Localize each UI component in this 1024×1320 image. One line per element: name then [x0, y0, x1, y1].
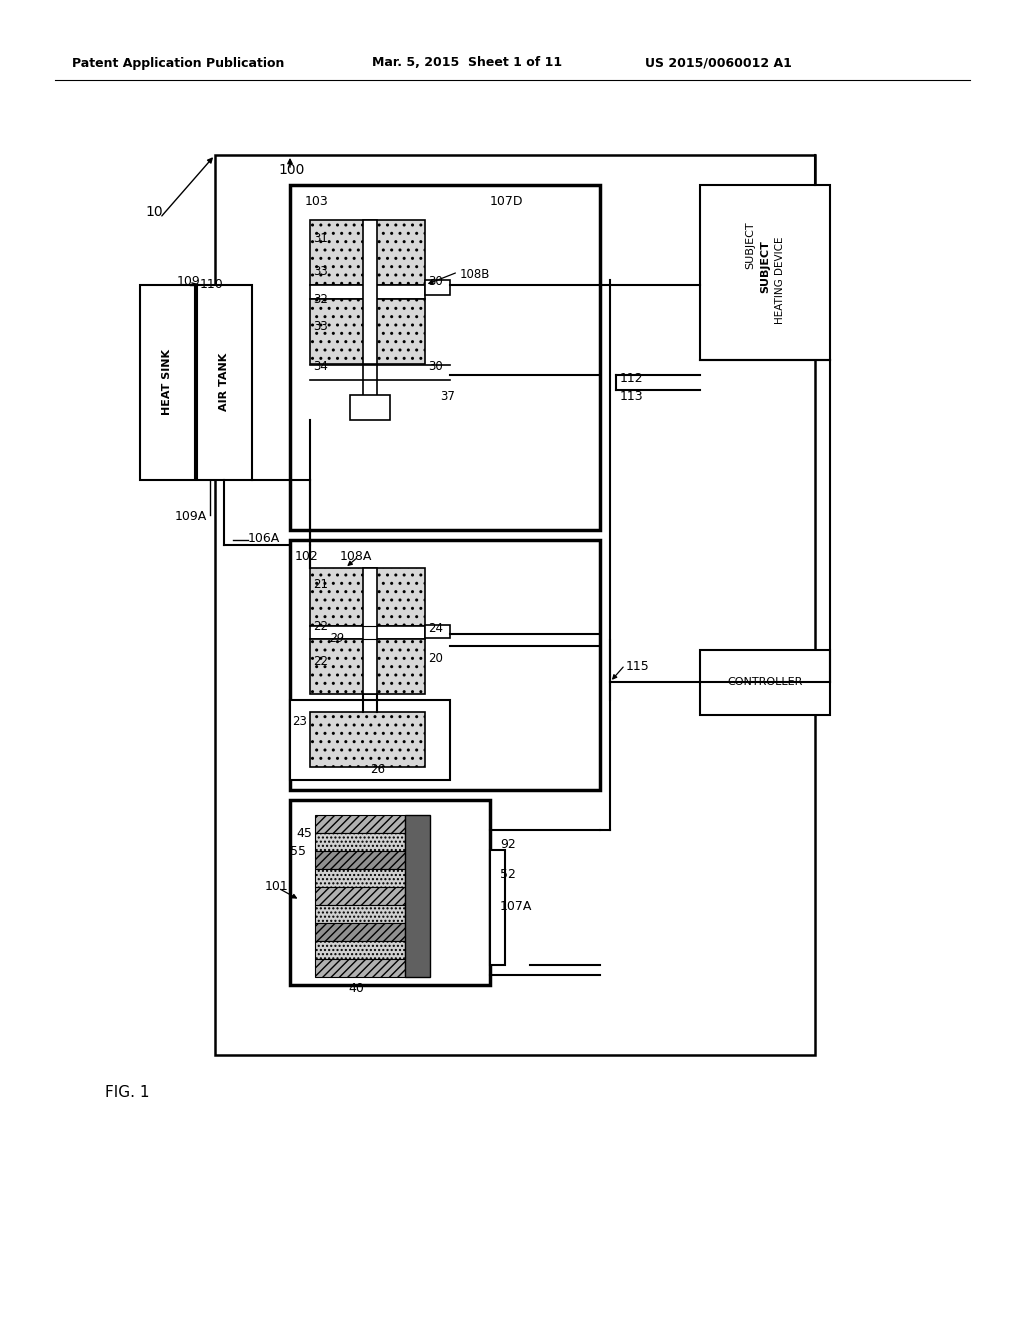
Text: 26: 26	[370, 763, 385, 776]
Bar	[425, 280, 450, 294]
Bar	[315, 960, 406, 977]
Text: 45: 45	[296, 828, 312, 840]
Bar	[350, 395, 390, 420]
Bar	[315, 814, 406, 833]
Bar	[490, 850, 505, 965]
Text: HEATING DEVICE: HEATING DEVICE	[775, 236, 785, 323]
Text: 22: 22	[313, 620, 328, 634]
Text: 30: 30	[428, 360, 442, 374]
Bar	[310, 220, 425, 285]
Bar	[425, 624, 450, 638]
Text: 113: 113	[620, 389, 644, 403]
Bar	[315, 941, 406, 960]
Text: 30: 30	[428, 275, 442, 288]
Text: 24: 24	[428, 622, 443, 635]
Text: 101: 101	[265, 880, 289, 894]
Text: 107A: 107A	[500, 900, 532, 913]
Text: 22: 22	[313, 655, 328, 668]
Bar	[310, 285, 425, 300]
Bar	[315, 851, 406, 869]
Text: 31: 31	[313, 232, 328, 246]
Text: 10: 10	[145, 205, 163, 219]
Text: 92: 92	[500, 838, 516, 851]
Text: 29: 29	[330, 632, 345, 645]
Text: 108B: 108B	[460, 268, 490, 281]
Text: 20: 20	[428, 652, 442, 665]
Text: 33: 33	[313, 265, 328, 279]
Text: 55: 55	[290, 845, 306, 858]
Text: 40: 40	[348, 982, 364, 995]
Bar	[290, 800, 490, 985]
Text: 102: 102	[295, 550, 318, 564]
Bar	[315, 887, 406, 906]
Bar	[315, 923, 406, 941]
Text: 115: 115	[626, 660, 650, 673]
Text: Patent Application Publication: Patent Application Publication	[72, 57, 285, 70]
Text: 108A: 108A	[340, 550, 373, 564]
Bar	[310, 711, 425, 767]
Bar	[310, 568, 425, 626]
Text: 52: 52	[500, 869, 516, 880]
Bar	[197, 285, 252, 480]
Text: 100: 100	[278, 162, 304, 177]
Text: 109A: 109A	[175, 510, 207, 523]
Bar	[310, 300, 425, 364]
Bar	[290, 540, 600, 789]
Bar	[362, 220, 377, 364]
Text: 103: 103	[305, 195, 329, 209]
Text: Mar. 5, 2015  Sheet 1 of 11: Mar. 5, 2015 Sheet 1 of 11	[372, 57, 562, 70]
Text: US 2015/0060012 A1: US 2015/0060012 A1	[645, 57, 792, 70]
Text: 106A: 106A	[248, 532, 281, 545]
Bar	[290, 700, 450, 780]
Bar	[315, 833, 406, 851]
Bar	[315, 906, 406, 923]
Bar	[140, 285, 195, 480]
Bar	[315, 869, 406, 887]
Bar	[310, 626, 425, 639]
Text: 21: 21	[313, 578, 328, 591]
Text: SUBJECT: SUBJECT	[745, 222, 755, 269]
Text: 110: 110	[200, 279, 224, 290]
Text: 107D: 107D	[490, 195, 523, 209]
Text: 109: 109	[177, 275, 201, 288]
Bar	[362, 568, 377, 694]
Bar	[700, 185, 830, 360]
Text: HEAT SINK: HEAT SINK	[162, 348, 172, 414]
Text: SUBJECT: SUBJECT	[760, 240, 770, 293]
Text: FIG. 1: FIG. 1	[105, 1085, 150, 1100]
Bar	[310, 639, 425, 694]
Bar	[406, 814, 430, 977]
Bar	[290, 185, 600, 531]
Text: 23: 23	[292, 715, 307, 729]
Text: 37: 37	[440, 389, 455, 403]
Text: 32: 32	[313, 293, 328, 306]
Text: 112: 112	[620, 372, 644, 385]
Text: 33: 33	[313, 319, 328, 333]
Bar	[700, 649, 830, 715]
Text: CONTROLLER: CONTROLLER	[727, 677, 803, 686]
Text: 34: 34	[313, 360, 328, 374]
Text: AIR TANK: AIR TANK	[219, 352, 229, 411]
Bar	[215, 154, 815, 1055]
